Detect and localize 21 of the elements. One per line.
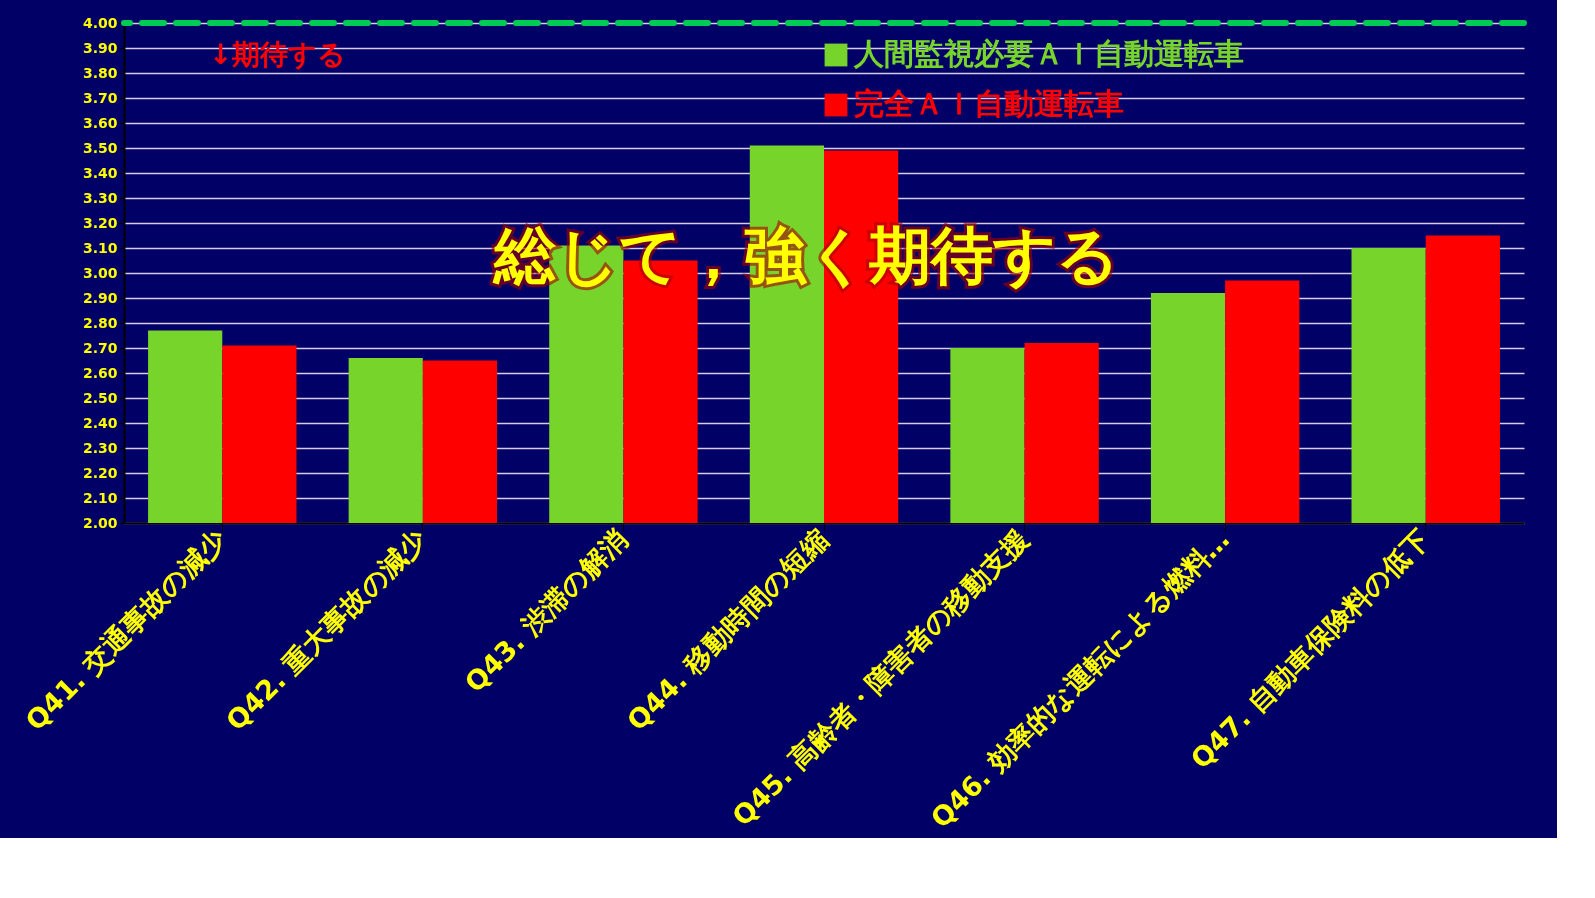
y-tick-label: 3.30 [82, 189, 118, 206]
y-tick-label: 3.50 [82, 139, 118, 156]
y-tick-label: 2.70 [82, 339, 118, 356]
y-tick-label: 2.20 [82, 464, 118, 481]
y-tick-label: 4.00 [82, 14, 118, 31]
y-tick-label: 2.10 [82, 489, 118, 506]
y-tick-label: 2.90 [82, 289, 118, 306]
y-tick-label: 3.70 [82, 89, 118, 106]
y-tick-label: 2.50 [82, 389, 118, 406]
y-tick-label: 2.60 [82, 364, 118, 381]
y-tick-label: 3.10 [82, 239, 118, 256]
y-tick-label: 2.30 [82, 439, 118, 456]
y-tick-label: 2.80 [82, 314, 118, 331]
y-tick-label: 3.20 [82, 214, 118, 231]
y-tick-label: 3.60 [82, 114, 118, 131]
y-tick-label: 3.90 [82, 39, 118, 56]
y-tick-label: 2.40 [82, 414, 118, 431]
y-tick-label: 3.80 [82, 64, 118, 81]
y-tick-label: 3.40 [82, 164, 118, 181]
y-tick-label: 2.00 [82, 514, 118, 531]
y-tick-label: 3.00 [82, 264, 118, 281]
